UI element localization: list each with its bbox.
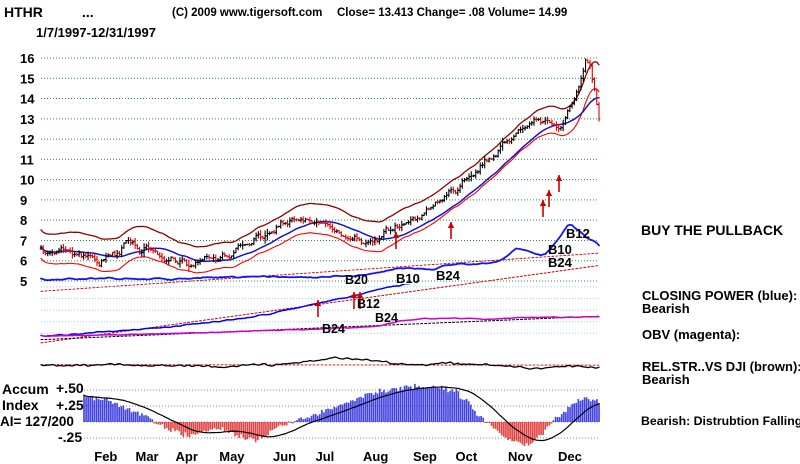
svg-text:Oct: Oct — [456, 449, 478, 464]
svg-text:8: 8 — [20, 213, 27, 228]
svg-text:B24: B24 — [375, 311, 398, 325]
svg-text:(C) 2009 www.tigersoft.com: (C) 2009 www.tigersoft.com — [172, 7, 322, 19]
svg-text:Accum: Accum — [2, 381, 49, 397]
svg-text:+.50: +.50 — [56, 380, 84, 396]
svg-text:12: 12 — [20, 132, 34, 147]
svg-text:Feb: Feb — [94, 449, 117, 464]
svg-text:Aug: Aug — [363, 449, 388, 464]
svg-text:15: 15 — [20, 71, 34, 86]
svg-text:6: 6 — [20, 254, 27, 269]
svg-text:B24: B24 — [322, 322, 345, 336]
svg-text:5: 5 — [20, 274, 27, 289]
svg-text:May: May — [219, 449, 245, 464]
svg-text:Jul: Jul — [316, 449, 335, 464]
svg-text:Bearish: Distrubtion Falling.: Bearish: Distrubtion Falling. — [641, 414, 800, 428]
svg-text:16: 16 — [20, 51, 34, 66]
svg-text:Jun: Jun — [273, 449, 296, 464]
svg-text:14: 14 — [20, 92, 35, 107]
svg-text:10: 10 — [20, 173, 34, 188]
svg-text:Nov: Nov — [508, 449, 533, 464]
svg-text:AI= 127/200: AI= 127/200 — [0, 414, 74, 429]
svg-text:9: 9 — [20, 193, 27, 208]
svg-text:OBV (magenta):: OBV (magenta): — [642, 327, 740, 342]
svg-text:B24: B24 — [436, 268, 461, 283]
svg-text:7: 7 — [20, 233, 27, 248]
svg-text:Apr: Apr — [176, 449, 198, 464]
svg-text:11: 11 — [20, 152, 34, 167]
svg-text:-.25: -.25 — [58, 429, 82, 445]
svg-text:Bearish: Bearish — [642, 372, 690, 387]
svg-text:BUY THE PULLBACK: BUY THE PULLBACK — [641, 222, 783, 238]
svg-text:Index: Index — [2, 397, 39, 413]
svg-text:+.25: +.25 — [56, 397, 84, 413]
svg-text:B24: B24 — [548, 255, 573, 270]
svg-text:Dec: Dec — [558, 449, 582, 464]
svg-text:13: 13 — [20, 112, 34, 127]
svg-text:B10: B10 — [396, 271, 420, 286]
svg-text:Mar: Mar — [136, 449, 159, 464]
svg-text:Close= 13.413 Change= .08: Close= 13.413 Change= .08 Volume= 14.99 — [337, 7, 567, 19]
svg-text:Sep: Sep — [413, 449, 437, 464]
svg-text:B20: B20 — [345, 273, 368, 287]
svg-text:B12: B12 — [357, 297, 380, 311]
svg-text:Bearish: Bearish — [642, 301, 690, 316]
svg-text:...: ... — [82, 4, 94, 20]
svg-text:1/7/1997-12/31/1997: 1/7/1997-12/31/1997 — [36, 25, 156, 40]
svg-text:HTHR: HTHR — [4, 4, 43, 20]
svg-text:B12: B12 — [566, 226, 590, 241]
